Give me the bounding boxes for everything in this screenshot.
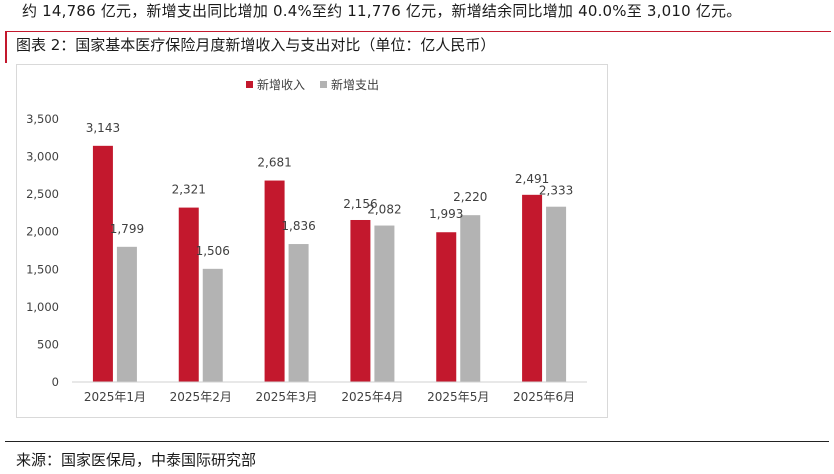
x-tick-label: 2025年3月	[255, 390, 317, 404]
bar-income	[522, 194, 543, 382]
data-label-expense: 2,333	[539, 184, 573, 198]
data-labels: 3,143 1,799 2,321 1,506 2,681 1,836 2,1562,082…	[86, 121, 574, 258]
x-axis: 2025年1月 2025年2月 2025年3月 2025年4月 2025年5月 2025年…	[72, 381, 587, 404]
x-tick-label: 2025年6月	[513, 390, 575, 404]
y-tick-label: 0	[52, 375, 59, 389]
bar-chart: 新增收入 新增支出 0 500 1,000 1,500 2,000 2,500 3,000 3,…	[26, 77, 587, 404]
bar-income	[178, 207, 199, 382]
data-label-expense: 1,836	[281, 219, 315, 233]
y-tick-label: 2,000	[26, 225, 59, 239]
legend-label-2: 新增支出	[331, 77, 379, 92]
data-label-expense: 1,799	[110, 222, 144, 236]
x-tick-label: 2025年4月	[341, 390, 403, 404]
figure-caption: 图表 2：国家基本医疗保险月度新增收入与支出对比（单位：亿人民币）	[5, 31, 831, 63]
data-label-income: 2,681	[257, 156, 291, 170]
y-tick-label: 3,000	[26, 150, 59, 164]
intro-text: 约 14,786 亿元，新增支出同比增加 0.4%至约 11,776 亿元，新增…	[22, 2, 742, 20]
data-label-income: 3,143	[86, 121, 120, 135]
bar-expense	[202, 268, 223, 382]
source-divider	[5, 441, 829, 442]
x-tick-label: 2025年5月	[427, 390, 489, 404]
legend-swatch-1	[246, 81, 253, 88]
bar-expense	[116, 246, 137, 382]
bar-expense	[374, 225, 395, 382]
chart-frame: 新增收入 新增支出 0 500 1,000 1,500 2,000 2,500 3,000 3,…	[16, 64, 608, 418]
figure-source: 来源：国家医保局，中泰国际研究部	[16, 451, 257, 469]
y-axis: 0 500 1,000 1,500 2,000 2,500 3,000 3,500	[26, 112, 59, 389]
legend-label-1: 新增收入	[257, 77, 305, 92]
y-tick-label: 2,500	[26, 187, 59, 201]
bar-income	[92, 145, 113, 382]
y-tick-label: 1,000	[26, 300, 59, 314]
y-tick-label: 3,500	[26, 112, 59, 126]
legend: 新增收入 新增支出	[246, 77, 379, 92]
bars	[92, 145, 567, 382]
bar-income	[436, 232, 457, 382]
bar-income	[350, 219, 371, 382]
data-label-expense: 2,220	[453, 190, 487, 204]
data-label-income: 2,156	[343, 197, 377, 211]
bar-expense	[460, 215, 481, 382]
bar-expense	[546, 206, 567, 382]
x-tick-label: 2025年1月	[84, 390, 146, 404]
y-tick-label: 500	[37, 337, 59, 351]
x-tick-label: 2025年2月	[170, 390, 232, 404]
data-label-income: 2,491	[515, 172, 549, 186]
data-label-expense: 2,082	[367, 203, 401, 217]
data-label-expense: 1,506	[196, 244, 230, 258]
data-label-income: 2,321	[172, 183, 206, 197]
legend-swatch-2	[320, 81, 327, 88]
data-label-income: 1,993	[429, 207, 463, 221]
bar-expense	[288, 244, 309, 382]
y-tick-label: 1,500	[26, 262, 59, 276]
bar-income	[264, 180, 285, 382]
